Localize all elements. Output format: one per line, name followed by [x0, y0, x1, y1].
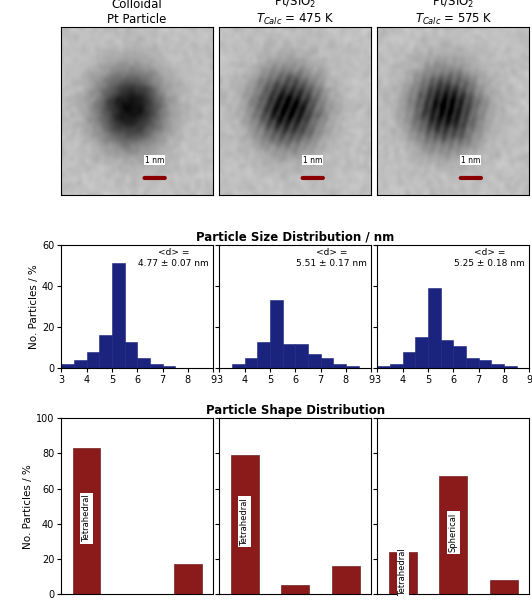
- Bar: [415, 337, 428, 368]
- Bar: [282, 344, 295, 368]
- Text: 1 nm: 1 nm: [303, 155, 322, 164]
- Text: 1 nm: 1 nm: [461, 155, 480, 164]
- Bar: [245, 358, 257, 368]
- Bar: [490, 580, 518, 594]
- Y-axis label: No. Particles / %: No. Particles / %: [29, 264, 39, 349]
- Bar: [162, 367, 175, 368]
- Title: Particle Size Distribution / nm: Particle Size Distribution / nm: [196, 230, 394, 244]
- Bar: [281, 585, 309, 594]
- Bar: [87, 352, 99, 368]
- Bar: [389, 552, 417, 594]
- Text: Tetrahedral: Tetrahedral: [398, 548, 407, 596]
- Title: Pt/SiO$_2$
$T_{Calc}$ = 475 K: Pt/SiO$_2$ $T_{Calc}$ = 475 K: [256, 0, 335, 27]
- Bar: [439, 476, 467, 594]
- Bar: [295, 344, 308, 368]
- Bar: [390, 364, 403, 368]
- Bar: [61, 364, 74, 368]
- Title: Colloidal
Pt Particle: Colloidal Pt Particle: [107, 0, 167, 26]
- Bar: [150, 364, 162, 368]
- Bar: [403, 352, 415, 368]
- Bar: [231, 455, 259, 594]
- Y-axis label: No. Particles / %: No. Particles / %: [23, 464, 33, 548]
- Bar: [453, 346, 466, 368]
- Bar: [137, 358, 150, 368]
- Bar: [270, 301, 282, 368]
- Bar: [504, 367, 517, 368]
- Bar: [332, 566, 360, 594]
- Bar: [124, 341, 137, 368]
- Text: Spherical: Spherical: [449, 513, 458, 553]
- Bar: [333, 364, 346, 368]
- Bar: [74, 360, 87, 368]
- Bar: [72, 448, 101, 594]
- Bar: [257, 341, 270, 368]
- Bar: [377, 367, 390, 368]
- Bar: [321, 358, 333, 368]
- Text: <d> =
4.77 ± 0.07 nm: <d> = 4.77 ± 0.07 nm: [138, 248, 209, 268]
- Bar: [440, 340, 453, 368]
- Title: Pt/SiO$_2$
$T_{Calc}$ = 575 K: Pt/SiO$_2$ $T_{Calc}$ = 575 K: [414, 0, 492, 27]
- Text: <d> =
5.51 ± 0.17 nm: <d> = 5.51 ± 0.17 nm: [296, 248, 367, 268]
- Bar: [479, 360, 492, 368]
- Bar: [112, 263, 124, 368]
- Bar: [174, 564, 202, 594]
- Bar: [492, 364, 504, 368]
- Title: Particle Shape Distribution: Particle Shape Distribution: [206, 404, 385, 417]
- Bar: [466, 358, 479, 368]
- Bar: [232, 364, 245, 368]
- Text: <d> =
5.25 ± 0.18 nm: <d> = 5.25 ± 0.18 nm: [454, 248, 525, 268]
- Bar: [99, 335, 112, 368]
- Bar: [346, 367, 359, 368]
- Text: Tetrahedral: Tetrahedral: [240, 498, 249, 545]
- Bar: [308, 354, 321, 368]
- Text: Tetrahedral: Tetrahedral: [82, 494, 91, 542]
- Text: 1 nm: 1 nm: [145, 155, 164, 164]
- Bar: [428, 288, 440, 368]
